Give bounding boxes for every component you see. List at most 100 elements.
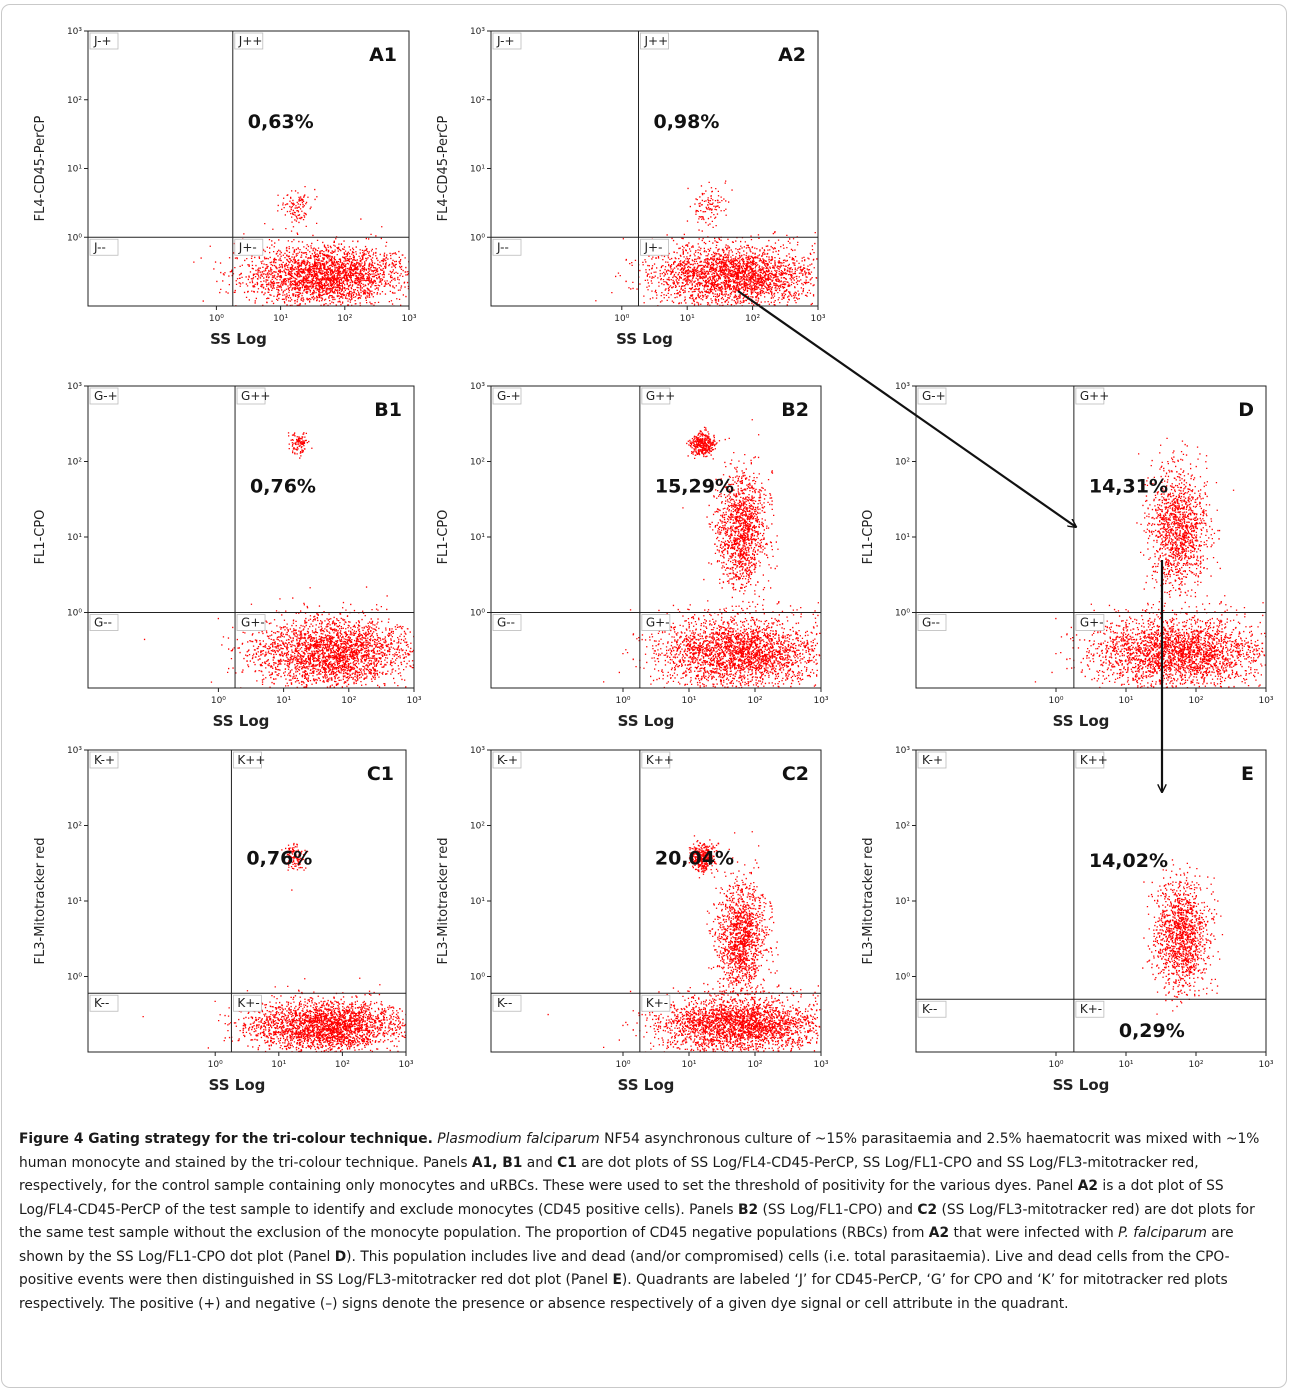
y-tick-label: 10³ — [470, 746, 485, 756]
quadrant-label: K+- — [237, 996, 259, 1010]
caption-text: ). Quadrants are labeled ‘J’ for CD45-Pe… — [19, 1272, 1228, 1312]
y-tick-label: 10² — [895, 458, 910, 468]
caption-text: is a dot plot of SS Log/FL4-CD45-PerCP o… — [19, 1178, 1224, 1218]
quadrant-label-box — [1075, 1000, 1105, 1018]
quadrant-label-box — [1075, 614, 1105, 631]
y-tick-label: 10⁰ — [67, 233, 82, 243]
dot-cloud — [1034, 437, 1266, 688]
figure-caption: Figure 4 Gating strategy for the tri-col… — [19, 1128, 1273, 1316]
quadrant-label: G++ — [1080, 389, 1109, 403]
y-tick-label: 10¹ — [67, 165, 82, 175]
x-tick-label: 10³ — [406, 696, 421, 706]
y-tick-label: 10⁰ — [895, 609, 910, 619]
percentage-annotation: 15,29% — [655, 475, 734, 497]
caption-bold-text: A2 — [928, 1225, 950, 1241]
caption-text: (SS Log/FL1-CPO) and — [758, 1201, 918, 1218]
caption-bold-text: D — [334, 1248, 347, 1265]
y-tick-label: 10¹ — [470, 165, 485, 175]
quadrant-label: G-- — [922, 616, 940, 630]
y-tick-label: 10¹ — [470, 533, 485, 543]
x-tick-label: 10³ — [813, 696, 828, 706]
caption-bold-text: A1, B1 — [471, 1154, 523, 1171]
x-tick-label: 10³ — [1258, 1060, 1273, 1070]
quadrant-label-box — [917, 614, 947, 631]
quadrant-label: J+- — [238, 240, 257, 254]
x-tick-label: 10³ — [813, 1060, 828, 1070]
y-axis-label: FL4-CD45-PerCP — [436, 116, 451, 222]
quadrant-label: K-- — [94, 996, 109, 1010]
y-axis-label: FL1-CPO — [33, 510, 48, 565]
panel-b1: G-+ G++ G-- G+- B1 0,76% 10⁰ 10¹ 10² 10³ 10⁰ 10¹ 10²… — [33, 382, 422, 730]
caption-italic-text: P. falciparum — [1118, 1225, 1207, 1241]
y-tick-label: 10² — [67, 822, 82, 832]
quadrant-label-box — [233, 751, 262, 769]
quadrant-label-box — [89, 751, 119, 769]
caption-text: are dot plots of SS Log/FL4-CD45-PerCP, … — [19, 1154, 1199, 1195]
y-tick-label: 10³ — [67, 382, 82, 392]
dot-points — [1034, 437, 1266, 688]
x-axis-label: SS Log — [1053, 712, 1110, 730]
dot-cloud — [1142, 858, 1224, 1015]
quadrant-label-box — [641, 994, 671, 1012]
quadrant-label: K++ — [1080, 753, 1108, 767]
x-tick-label: 10² — [747, 1060, 762, 1070]
y-axis-label: FL3-Mitotracker red — [861, 838, 876, 965]
dot-cloud — [595, 180, 818, 306]
y-tick-label: 10² — [470, 822, 485, 832]
gating-arrow — [737, 290, 1076, 527]
y-axis-label: FL3-Mitotracker red — [436, 838, 451, 965]
dot-cloud — [603, 419, 821, 688]
x-tick-label: 10³ — [1258, 696, 1273, 706]
caption-text: ). This population includes live and dea… — [19, 1248, 1230, 1289]
quadrant-label: J-+ — [496, 34, 515, 48]
quadrant-label-box — [641, 614, 671, 631]
caption-italic-text: Plasmodium falciparum — [437, 1131, 600, 1147]
dot-points — [142, 842, 406, 1052]
panel-label: C1 — [367, 763, 394, 785]
quadrant-label-box — [492, 751, 522, 769]
y-tick-label: 10¹ — [470, 897, 485, 907]
quadrant-label: G-- — [497, 616, 515, 630]
dot-cloud — [143, 432, 414, 688]
percentage-annotation: 0,29% — [1119, 1020, 1185, 1042]
dot-cloud — [142, 842, 406, 1052]
y-tick-label: 10¹ — [67, 897, 82, 907]
quadrant-label: K++ — [646, 753, 674, 767]
quadrant-label-box — [917, 1000, 947, 1018]
x-tick-label: 10³ — [401, 314, 416, 324]
quadrant-label-box — [492, 32, 522, 50]
panel-e: K-+ K++ K-- K+- E 14,02% 0,29% 10⁰ 10¹ 10² 10³ 10⁰ 1… — [861, 746, 1274, 1094]
quadrant-label: K-- — [922, 1002, 937, 1016]
x-tick-label: 10² — [335, 1060, 350, 1070]
quadrant-label: G-+ — [497, 389, 521, 403]
y-axis-label: FL3-Mitotracker red — [33, 838, 48, 965]
percentage-annotation: 0,98% — [653, 111, 719, 133]
panel-a1: J-+ J++ J-- J+- A1 0,63% 10⁰ 10¹ 10² 10³ 10⁰ 10¹ 10²… — [33, 27, 417, 348]
quadrant-label: K-+ — [94, 753, 115, 767]
quadrant-label: J-+ — [93, 34, 112, 48]
y-tick-label: 10² — [470, 96, 485, 106]
caption-text: and — [522, 1154, 558, 1171]
x-axis-label: SS Log — [213, 712, 270, 730]
panel-b2: G-+ G++ G-- G+- B2 15,29% 10⁰ 10¹ 10² 10³ 10⁰ 10¹ 10… — [436, 382, 829, 730]
quadrant-label: K++ — [237, 753, 265, 767]
y-tick-label: 10² — [67, 96, 82, 106]
quadrant-label-box — [89, 32, 119, 50]
caption-text: (SS Log/FL3-mitotracker red) are dot plo… — [19, 1201, 1255, 1242]
x-tick-label: 10¹ — [681, 1060, 696, 1070]
y-tick-label: 10⁰ — [67, 609, 82, 619]
quadrant-label-box — [917, 387, 947, 405]
x-tick-label: 10³ — [810, 314, 825, 324]
percentage-annotation: 0,63% — [248, 111, 314, 133]
panel-c2: K-+ K++ K-- K+- C2 20,04% 10⁰ 10¹ 10² 10³ 10⁰ 10¹ 10… — [436, 746, 829, 1094]
dot-points — [143, 432, 414, 688]
quadrant-label-box — [1075, 387, 1105, 405]
panel-label: C2 — [782, 763, 809, 785]
y-tick-label: 10⁰ — [470, 233, 485, 243]
quadrant-label-box — [492, 614, 522, 631]
figure-plots: J-+ J++ J-- J+- A1 0,63% 10⁰ 10¹ 10² 10³ 10⁰ 10¹ 10²… — [33, 27, 1274, 1094]
x-tick-label: 10² — [337, 314, 352, 324]
dot-cloud — [193, 186, 409, 306]
quadrant-label: G++ — [241, 389, 270, 403]
x-tick-label: 10⁰ — [208, 1060, 223, 1070]
